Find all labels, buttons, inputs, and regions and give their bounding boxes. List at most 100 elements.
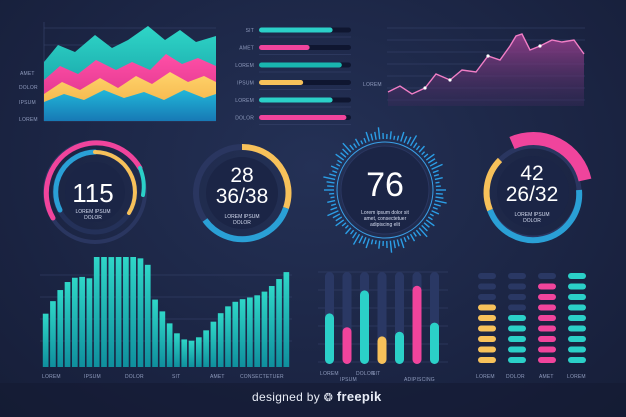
bar-wave-label-5: CONSECTETUER [240, 374, 284, 380]
bar-wave-label-4: AMET [210, 374, 225, 380]
gauge-28: 28 36/38 LOREM IPSUM DOLOR [193, 143, 292, 243]
gauge-76-tick [335, 216, 343, 222]
wave-bar [261, 291, 268, 367]
wave-bar [166, 323, 173, 367]
bar-wave-label-2: DOLOR [125, 374, 144, 380]
gauge-76-tick [370, 133, 374, 141]
wave-bar [159, 311, 166, 367]
gauge-76-tick [412, 231, 417, 237]
segment-cell [568, 315, 586, 321]
wave-bar [79, 276, 85, 367]
bar-wave-label-3: SIT [172, 374, 180, 380]
capsule-label-top-2: ADIPISCING [404, 377, 435, 383]
wave-bar [239, 299, 246, 367]
segment-cell [538, 283, 556, 290]
area-label-0: AMET [20, 71, 35, 77]
segment-cell [508, 357, 526, 363]
segment-label-2: AMET [539, 374, 554, 380]
segment-cell [568, 283, 586, 290]
gauge-76-tick [434, 177, 443, 181]
gauge-76-tick [415, 145, 421, 151]
segment-cell [538, 346, 556, 353]
gauge-76-tick [332, 170, 338, 174]
gauge-28-value: 28 [230, 164, 253, 187]
gauge-76-tick [363, 137, 367, 143]
wave-bar [108, 257, 115, 367]
gauge-28-arc-blue [202, 206, 289, 243]
progress-fill [259, 97, 333, 103]
wave-bar [86, 278, 93, 367]
gauge-76-caption-1: amet, consectetuer [364, 216, 407, 222]
gauge-76-tick [327, 210, 339, 217]
capsule-fill [342, 327, 352, 364]
wave-bar [203, 330, 209, 367]
gauge-76-tick [396, 239, 400, 247]
capsule-fill [430, 322, 439, 364]
gauge-76-tick [342, 142, 352, 153]
progress-fill [259, 45, 310, 50]
segment-cell [568, 325, 586, 332]
segment-cell [508, 325, 526, 332]
progress-label: AMET [239, 46, 254, 52]
wave-bar [225, 306, 231, 367]
line-chart-points [423, 44, 542, 90]
gauge-76-tick [330, 196, 335, 199]
gauge-76-tick [377, 127, 381, 140]
gauge-76-caption-2: adipiscing elit [370, 222, 401, 228]
gauge-42-arc-yellow [483, 157, 503, 212]
segment-cell [478, 346, 496, 353]
gauge-76-tick [354, 138, 361, 147]
segment-cell [478, 336, 496, 342]
gauge-76-tick [362, 237, 367, 245]
wave-bar [50, 301, 56, 367]
line-point [423, 86, 427, 90]
gauge-28-ratio: 36/38 [216, 185, 269, 208]
wave-bar [195, 337, 202, 367]
line-chart-label: LOREM [363, 82, 382, 88]
wave-bar [130, 257, 137, 367]
watermark-text: designed by ❂ freepik [252, 389, 382, 404]
gauge-76-tick [431, 210, 440, 215]
gauge-42-caption-0: LOREM IPSUM [514, 212, 549, 218]
gauge-115-arc-yellow [93, 150, 137, 215]
gauge-76-tick [393, 135, 396, 140]
segment-cell [568, 294, 586, 300]
wave-bar [232, 301, 239, 367]
gauge-42-ratio: 26/32 [506, 183, 559, 206]
gauge-76-tick [352, 233, 361, 245]
gauge-115-arc-pink [43, 140, 143, 221]
gauge-76-tick [412, 142, 418, 149]
gauge-76-tick [423, 153, 429, 158]
progress-label: SIT [246, 28, 254, 34]
gauge-76-tick [345, 227, 352, 235]
watermark-band [0, 383, 626, 417]
segment-label-3: LOREM [567, 374, 586, 380]
progress-fill [259, 62, 342, 68]
gauge-115: 115 LOREM IPSUM DOLOR [43, 140, 147, 244]
wave-bar [115, 257, 122, 367]
segment-cell [568, 304, 586, 311]
gauge-76-tick [435, 181, 440, 184]
gauge-76-tick [429, 161, 438, 167]
wave-bar [71, 277, 78, 367]
wave-bar [137, 258, 144, 367]
segment-cell [508, 336, 526, 342]
segment-cell [538, 294, 556, 300]
gauge-76-tick [336, 163, 341, 167]
watermark-brand: freepik [336, 389, 382, 404]
wave-bar [254, 295, 261, 367]
gauge-42-caption-1: DOLOR [523, 218, 541, 224]
progress-label: LOREM [235, 98, 254, 104]
wave-bar [217, 313, 224, 367]
progress-list: SIT AMET LOREM IPSUM LOREM DOLOR [235, 27, 351, 125]
wave-bar [188, 340, 195, 367]
segment-cell [568, 346, 586, 353]
gauge-76-tick [425, 153, 435, 161]
gauge-76-tick [406, 136, 412, 145]
gauge-76-tick [421, 151, 426, 156]
gauge-42: 42 26/32 LOREM IPSUM DOLOR [483, 132, 592, 244]
gauge-76-tick [329, 173, 337, 177]
gauge-76-tick [326, 181, 335, 184]
gauge-76-tick [335, 219, 345, 227]
